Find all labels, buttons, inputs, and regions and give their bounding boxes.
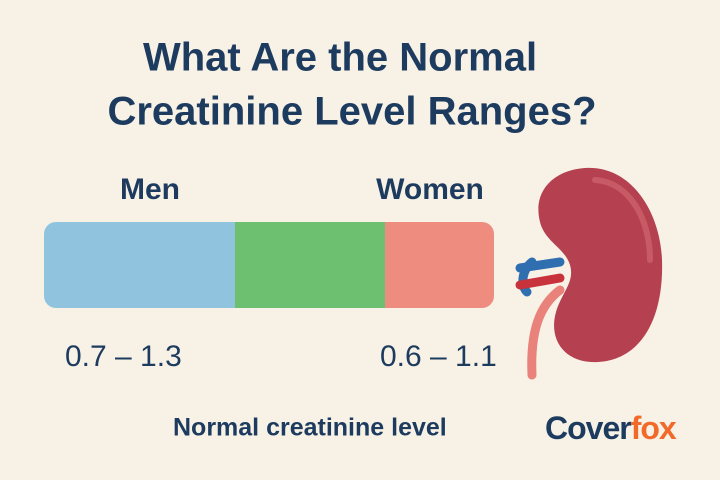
brand-first: Cover	[545, 410, 631, 446]
caption: Normal creatinine level	[173, 414, 447, 442]
kidney-icon	[515, 167, 663, 380]
bar-segment	[385, 222, 494, 308]
range-label: 0.7 – 1.3	[65, 340, 182, 373]
range-label: 0.6 – 1.1	[380, 340, 497, 373]
range-bar	[44, 222, 494, 308]
bar-segment	[235, 222, 385, 308]
brand-second: fox	[631, 410, 677, 446]
group-label: Women	[376, 173, 484, 206]
group-label: Men	[120, 173, 180, 206]
title-line: Creatinine Level Ranges?	[107, 90, 596, 134]
bar-segment	[44, 222, 235, 308]
brand-logo: Coverfox	[545, 410, 677, 446]
title-line: What Are the Normal	[143, 36, 537, 80]
